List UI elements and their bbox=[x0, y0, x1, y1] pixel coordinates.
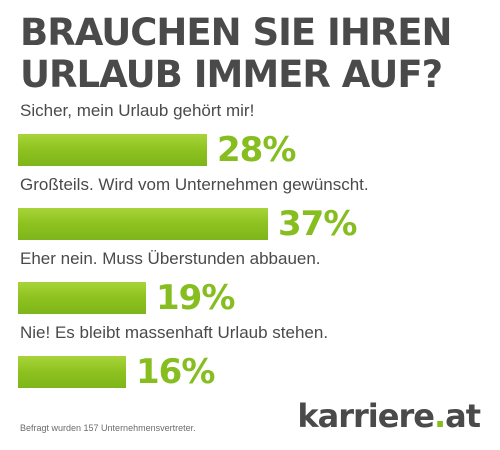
bar-track: 19% bbox=[18, 278, 478, 318]
bar bbox=[18, 134, 207, 166]
bar-row: Nie! Es bleibt massenhaft Urlaub stehen.… bbox=[0, 322, 500, 404]
chart-title-line-2: URLAUB IMMER AUF? bbox=[20, 53, 443, 96]
bar-row: Eher nein. Muss Überstunden abbauen. 19% bbox=[0, 248, 500, 330]
chart-title-line-1: BRAUCHEN SIE IHREN bbox=[20, 11, 453, 54]
bar bbox=[18, 208, 268, 240]
bar bbox=[18, 356, 126, 388]
bar-track: 16% bbox=[18, 352, 478, 392]
chart-title: BRAUCHEN SIE IHREN URLAUB IMMER AUF? bbox=[20, 12, 490, 96]
bar-track: 37% bbox=[18, 204, 478, 244]
logo-dot: . bbox=[433, 397, 446, 435]
bar-track: 28% bbox=[18, 130, 478, 170]
logo-name: karriere bbox=[297, 397, 435, 435]
category-label: Sicher, mein Urlaub gehört mir! bbox=[20, 101, 255, 120]
category-label: Eher nein. Muss Überstunden abbauen. bbox=[20, 249, 321, 268]
bar bbox=[18, 282, 146, 314]
category-label: Großteils. Wird vom Unternehmen gewünsch… bbox=[20, 175, 369, 194]
bar-row: Großteils. Wird vom Unternehmen gewünsch… bbox=[0, 174, 500, 256]
footnote: Befragt wurden 157 Unternehmensvertreter… bbox=[20, 423, 196, 433]
value-label: 28% bbox=[217, 130, 296, 170]
bar-row: Sicher, mein Urlaub gehört mir! 28% bbox=[0, 100, 500, 182]
category-label: Nie! Es bleibt massenhaft Urlaub stehen. bbox=[20, 323, 329, 342]
value-label: 37% bbox=[278, 204, 357, 244]
value-label: 16% bbox=[136, 352, 215, 392]
logo-tld: at bbox=[445, 397, 481, 435]
karriere-logo: karriere.at bbox=[297, 397, 481, 435]
value-label: 19% bbox=[156, 278, 235, 318]
